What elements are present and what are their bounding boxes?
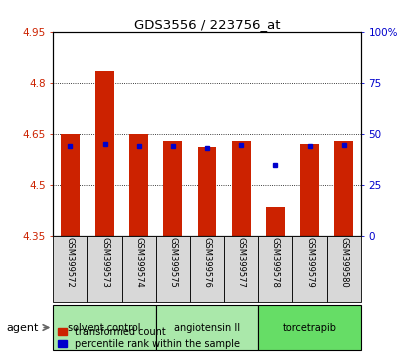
Text: GSM399574: GSM399574 xyxy=(134,237,143,288)
Bar xyxy=(155,304,258,350)
Bar xyxy=(258,236,292,302)
Bar xyxy=(95,71,114,236)
Title: GDS3556 / 223756_at: GDS3556 / 223756_at xyxy=(133,18,280,31)
Text: GSM399575: GSM399575 xyxy=(168,237,177,288)
Bar xyxy=(292,236,326,302)
Bar xyxy=(333,141,352,236)
Bar xyxy=(265,207,284,236)
Text: GSM399573: GSM399573 xyxy=(100,237,109,288)
Text: GSM399576: GSM399576 xyxy=(202,237,211,288)
Text: GSM399580: GSM399580 xyxy=(338,237,347,288)
Text: GSM399572: GSM399572 xyxy=(66,237,75,288)
Bar xyxy=(121,236,155,302)
Bar xyxy=(163,141,182,236)
Text: GSM399577: GSM399577 xyxy=(236,237,245,288)
Text: torcetrapib: torcetrapib xyxy=(282,322,336,332)
Bar xyxy=(231,141,250,236)
Text: agent: agent xyxy=(7,322,39,332)
Legend: transformed count, percentile rank within the sample: transformed count, percentile rank withi… xyxy=(58,327,239,349)
Bar xyxy=(53,304,155,350)
Text: solvent control: solvent control xyxy=(68,322,140,332)
Bar xyxy=(224,236,258,302)
Bar xyxy=(53,236,87,302)
Bar xyxy=(326,236,360,302)
Bar xyxy=(189,236,224,302)
Text: GSM399579: GSM399579 xyxy=(304,237,313,288)
Text: angiotensin II: angiotensin II xyxy=(173,322,240,332)
Bar xyxy=(258,304,360,350)
Bar xyxy=(299,144,318,236)
Bar xyxy=(155,236,189,302)
Bar xyxy=(197,147,216,236)
Text: GSM399578: GSM399578 xyxy=(270,237,279,288)
Bar xyxy=(61,135,80,236)
Bar xyxy=(87,236,121,302)
Bar xyxy=(129,135,148,236)
